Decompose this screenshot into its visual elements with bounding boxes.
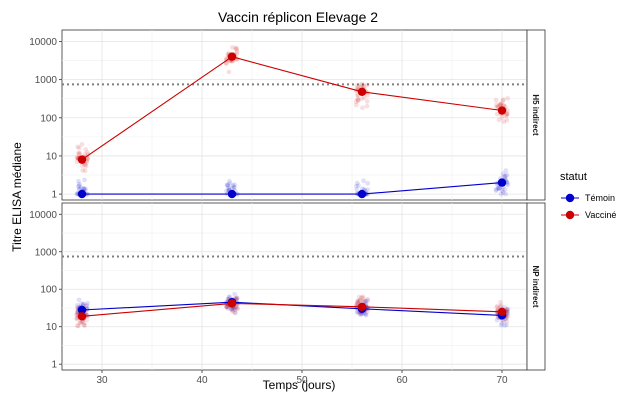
plot-area: 1 10 100 1000 10000 H5 indirect 1 10 100 1000 1000… [29, 30, 545, 386]
data-point [358, 88, 366, 96]
legend-key-point [566, 211, 574, 219]
legend-item-label: Témoin [585, 193, 615, 203]
individual-point [495, 304, 500, 309]
individual-point [501, 97, 506, 102]
data-point [498, 106, 506, 114]
data-point [498, 308, 506, 316]
individual-point [78, 320, 83, 325]
individual-point [499, 323, 504, 328]
individual-point [498, 300, 503, 305]
x-tick-label: 70 [496, 375, 508, 386]
y-tick-label: 1000 [35, 247, 58, 258]
individual-point [365, 297, 370, 302]
y-tick-label: 10 [46, 151, 58, 162]
data-point [228, 52, 236, 60]
individual-point [231, 308, 236, 313]
individual-point [80, 142, 85, 147]
individual-point [83, 168, 88, 173]
y-tick-label: 1 [51, 360, 57, 371]
individual-point [354, 102, 359, 107]
individual-point [365, 99, 370, 104]
individual-point [504, 118, 509, 123]
data-point [228, 299, 236, 307]
individual-point [501, 172, 506, 177]
individual-point [365, 187, 370, 192]
data-point [228, 190, 236, 198]
individual-point [356, 183, 361, 188]
y-tick-label: 100 [40, 285, 57, 296]
legend-item-label: Vacciné [585, 210, 616, 220]
individual-point [501, 190, 506, 195]
individual-point [494, 188, 499, 193]
y-tick-label: 1 [51, 190, 57, 201]
y-tick-label: 100 [40, 113, 57, 124]
individual-point [361, 178, 366, 183]
individual-point [77, 297, 82, 302]
facet-label: H5 indirect [531, 94, 540, 136]
chart-title: Vaccin réplicon Elevage 2 [218, 9, 378, 25]
individual-point [355, 84, 360, 89]
individual-point [79, 302, 84, 307]
individual-point [234, 46, 239, 51]
individual-point [235, 306, 240, 311]
individual-point [226, 186, 231, 191]
data-point [78, 155, 86, 163]
individual-point [365, 181, 370, 186]
panel-frame [62, 30, 527, 200]
individual-point [356, 98, 361, 103]
legend-title: statut [560, 171, 587, 183]
individual-point [226, 70, 231, 75]
individual-point [359, 295, 364, 300]
data-point [358, 190, 366, 198]
legend: statut Témoin Vacciné [560, 171, 616, 220]
y-tick-label: 10 [46, 322, 58, 333]
individual-point [497, 117, 502, 122]
individual-point [75, 144, 80, 149]
x-tick-label: 60 [396, 375, 408, 386]
x-tick-label: 40 [196, 375, 208, 386]
y-axis-title: Titre ELISA médiane [10, 142, 24, 252]
panel-frame [62, 203, 527, 370]
legend-key-point [566, 194, 574, 202]
data-point [358, 303, 366, 311]
facet-label: NP indirect [531, 265, 540, 307]
data-point [498, 178, 506, 186]
individual-point [505, 96, 510, 101]
individual-point [80, 163, 85, 168]
data-point [78, 190, 86, 198]
data-point [78, 312, 86, 320]
individual-point [232, 186, 237, 191]
individual-point [82, 177, 87, 182]
y-tick-label: 1000 [35, 75, 58, 86]
individual-point [76, 151, 81, 156]
x-axis-title: Temps (jours) [263, 378, 336, 392]
individual-point [227, 181, 232, 186]
individual-point [365, 104, 370, 109]
y-tick-label: 10000 [29, 37, 57, 48]
individual-point [494, 98, 499, 103]
y-tick-label: 10000 [29, 210, 57, 221]
individual-point [82, 323, 87, 328]
x-tick-label: 30 [96, 375, 108, 386]
individual-point [360, 105, 365, 110]
